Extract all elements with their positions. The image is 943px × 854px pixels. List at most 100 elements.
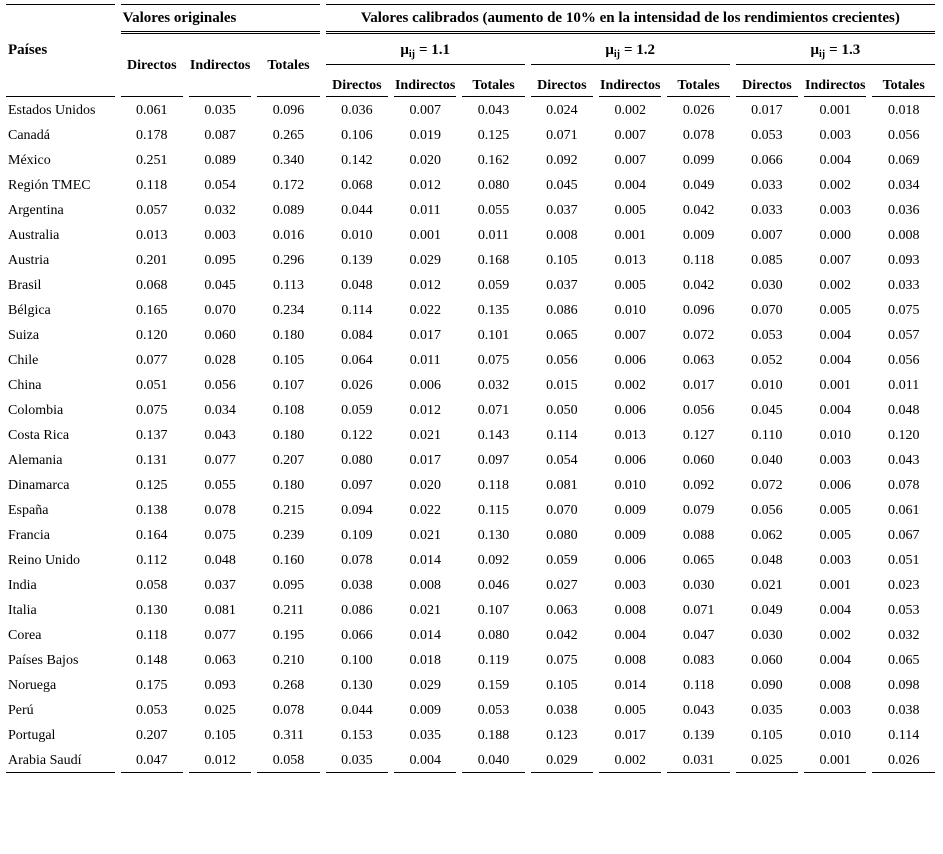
- value-cell: 0.004: [819, 152, 852, 168]
- value-cell: 0.100: [341, 652, 373, 668]
- value-cell: 0.122: [341, 427, 373, 443]
- header-row-sub: Directos Indirectos Totales Directos Ind…: [6, 67, 935, 97]
- value-cell: 0.012: [188, 749, 252, 773]
- table-row: Australia 0.013 0.003 0.016 0.010 0.001 0.011 0…: [6, 224, 935, 247]
- value-cell: 0.017: [751, 102, 783, 118]
- country-cell: Suiza: [8, 327, 40, 343]
- value-cell: 0.052: [751, 352, 783, 368]
- value-cell: 0.006: [409, 377, 441, 393]
- table-row: Reino Unido 0.112 0.048 0.160 0.078 0.014 0.09…: [6, 549, 935, 572]
- value-cell: 0.025: [735, 749, 799, 773]
- value-cell: 0.078: [204, 502, 236, 518]
- value-cell: 0.009: [409, 702, 441, 718]
- value-cell: 0.086: [341, 602, 373, 618]
- table-row: Colombia 0.075 0.034 0.108 0.059 0.012 0.071 0.…: [6, 399, 935, 422]
- value-cell: 0.066: [751, 152, 783, 168]
- country-cell: Perú: [8, 702, 34, 718]
- value-cell: 0.092: [477, 552, 510, 568]
- value-cell: 0.130: [477, 527, 510, 543]
- value-cell: 0.009: [614, 502, 646, 518]
- value-cell: 0.139: [341, 252, 373, 268]
- mu-symbol: μ: [400, 41, 409, 58]
- value-cell: 0.207: [272, 452, 305, 468]
- value-cell: 0.011: [409, 202, 441, 218]
- value-cell: 0.056: [751, 502, 783, 518]
- value-cell: 0.002: [819, 627, 852, 643]
- value-cell: 0.296: [272, 252, 305, 268]
- value-cell: 0.070: [546, 502, 578, 518]
- value-cell: 0.105: [204, 727, 236, 743]
- table-row: Noruega 0.175 0.093 0.268 0.130 0.029 0.159 0.1…: [6, 674, 935, 697]
- mu11-totales-header: Totales: [462, 67, 525, 97]
- value-cell: 0.045: [546, 177, 578, 193]
- value-cell: 0.096: [272, 102, 305, 118]
- value-cell: 0.055: [204, 477, 236, 493]
- value-cell: 0.043: [682, 702, 715, 718]
- value-cell: 0.115: [478, 502, 510, 518]
- country-cell: Italia: [8, 602, 37, 618]
- value-cell: 0.268: [272, 677, 305, 693]
- value-cell: 0.098: [887, 677, 920, 693]
- table-header: Países Valores originales Valores calibr…: [6, 4, 935, 97]
- value-cell: 0.120: [136, 327, 168, 343]
- country-cell: Bélgica: [8, 302, 51, 318]
- value-cell: 0.120: [887, 427, 920, 443]
- value-cell: 0.077: [204, 452, 236, 468]
- mu-1-1-header: μij = 1.1: [325, 36, 525, 65]
- mu-1-3-header: μij = 1.3: [735, 36, 935, 65]
- original-values-group-header: Valores originales: [120, 4, 320, 34]
- value-cell: 0.084: [341, 327, 373, 343]
- value-cell: 0.021: [751, 577, 783, 593]
- value-cell: 0.069: [887, 152, 920, 168]
- value-cell: 0.036: [887, 202, 920, 218]
- value-cell: 0.195: [272, 627, 305, 643]
- value-cell: 0.114: [341, 302, 373, 318]
- value-cell: 0.168: [477, 252, 510, 268]
- header-row-mu: Directos Indirectos Totales μij = 1.1 μij…: [6, 36, 935, 97]
- country-cell: Estados Unidos: [8, 102, 96, 118]
- mu-subscript: ij: [613, 48, 620, 60]
- value-cell: 0.005: [819, 527, 852, 543]
- value-cell: 0.059: [477, 277, 510, 293]
- value-cell: 0.114: [546, 427, 578, 443]
- value-cell: 0.005: [614, 202, 646, 218]
- table-row: Italia 0.130 0.081 0.211 0.086 0.021 0.107 0.06…: [6, 599, 935, 622]
- value-cell: 0.007: [751, 227, 783, 243]
- value-cell: 0.008: [819, 677, 852, 693]
- value-cell: 0.012: [409, 402, 441, 418]
- value-cell: 0.123: [546, 727, 578, 743]
- table-row: Dinamarca 0.125 0.055 0.180 0.097 0.020 0.118 0…: [6, 474, 935, 497]
- value-cell: 0.004: [819, 327, 852, 343]
- value-cell: 0.201: [136, 252, 168, 268]
- value-cell: 0.008: [614, 602, 646, 618]
- value-cell: 0.056: [682, 402, 715, 418]
- country-cell: Francia: [8, 527, 50, 543]
- value-cell: 0.006: [819, 477, 852, 493]
- value-cell: 0.004: [819, 652, 852, 668]
- value-cell: 0.153: [341, 727, 373, 743]
- value-cell: 0.002: [599, 749, 662, 773]
- value-cell: 0.078: [682, 127, 715, 143]
- value-cell: 0.046: [477, 577, 510, 593]
- value-cell: 0.138: [136, 502, 168, 518]
- table-row: Bélgica 0.165 0.070 0.234 0.114 0.022 0.135 0.0…: [6, 299, 935, 322]
- value-cell: 0.042: [546, 627, 578, 643]
- value-cell: 0.004: [819, 402, 852, 418]
- value-cell: 0.056: [887, 352, 920, 368]
- value-cell: 0.033: [751, 202, 783, 218]
- value-cell: 0.011: [478, 227, 510, 243]
- value-cell: 0.071: [477, 402, 510, 418]
- mu-symbol: μ: [810, 41, 820, 58]
- value-cell: 0.059: [341, 402, 373, 418]
- value-cell: 0.075: [477, 352, 510, 368]
- table-row: Arabia Saudí 0.047 0.012 0.058 0.035 0.004 0.0…: [6, 749, 935, 773]
- value-cell: 0.030: [682, 577, 715, 593]
- value-cell: 0.130: [341, 677, 373, 693]
- value-cell: 0.006: [614, 402, 646, 418]
- value-cell: 0.029: [409, 677, 441, 693]
- value-cell: 0.001: [819, 102, 852, 118]
- value-cell: 0.048: [341, 277, 373, 293]
- value-cell: 0.010: [614, 477, 646, 493]
- value-cell: 0.075: [887, 302, 920, 318]
- value-cell: 0.014: [614, 677, 646, 693]
